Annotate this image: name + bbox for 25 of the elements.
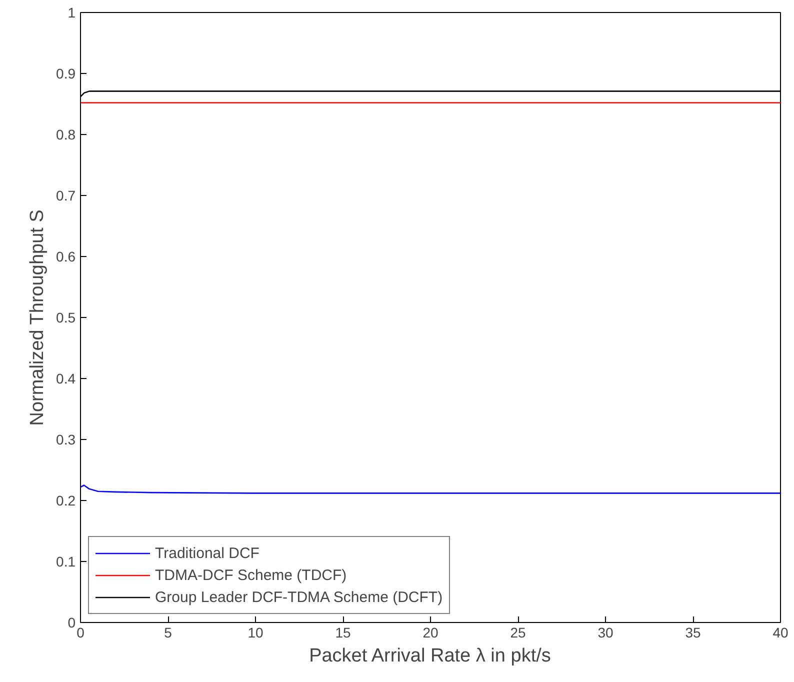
line-series xyxy=(80,484,780,494)
x-tick-label: 35 xyxy=(685,624,701,640)
y-tick-label: 0.7 xyxy=(56,188,76,204)
y-tick-label: 0.9 xyxy=(56,66,76,82)
x-tick-label: 40 xyxy=(772,624,788,640)
y-tick-label: 0.4 xyxy=(56,370,76,386)
legend-label: Group Leader DCF-TDMA Scheme (DCFT) xyxy=(155,588,443,606)
y-axis-title: Normalized Throughput S xyxy=(27,210,48,426)
y-tick-label: 0.1 xyxy=(56,554,76,570)
y-tick-label: 0 xyxy=(68,614,76,630)
x-tick-label: 5 xyxy=(164,624,172,640)
x-tick-label: 10 xyxy=(248,624,264,640)
y-tick-label: 1 xyxy=(68,4,76,20)
x-tick-label: 30 xyxy=(598,624,614,640)
legend-label: TDMA-DCF Scheme (TDCF) xyxy=(155,566,347,584)
x-tick-label: 25 xyxy=(510,624,526,640)
y-tick-label: 0.5 xyxy=(56,310,76,326)
y-tick-label: 0.3 xyxy=(56,432,76,448)
x-axis-title: Packet Arrival Rate λ in pkt/s xyxy=(309,646,551,666)
x-tick-label: 20 xyxy=(422,624,438,640)
x-tick-label: 15 xyxy=(335,624,351,640)
y-tick-label: 0.8 xyxy=(56,126,76,142)
y-tick-label: 0.6 xyxy=(56,248,76,264)
y-tick-label: 0.2 xyxy=(56,492,76,508)
legend-label: Traditional DCF xyxy=(155,544,260,562)
